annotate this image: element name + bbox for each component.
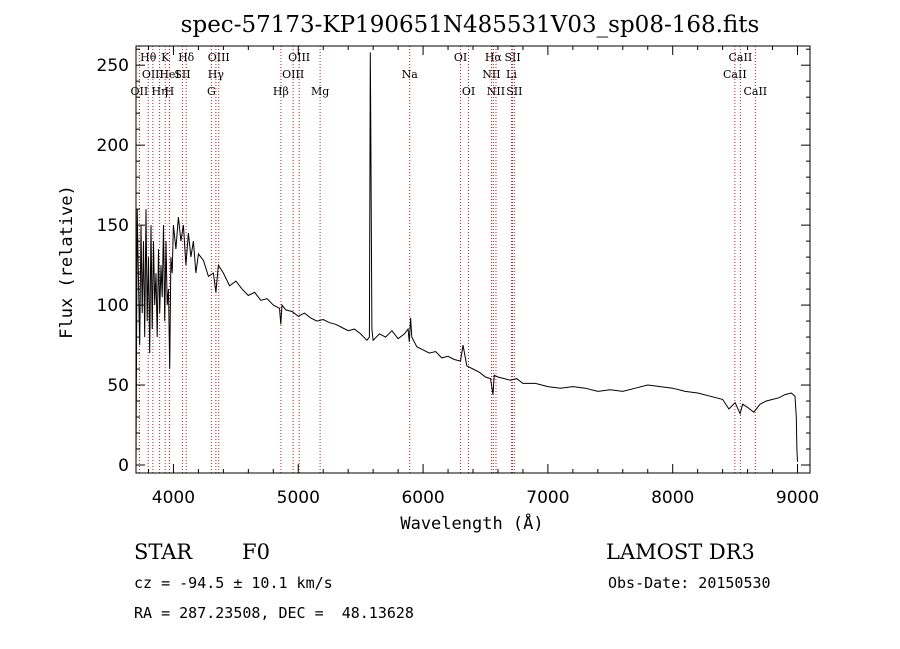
y-tick-label-250: 250 [97,56,129,76]
line-marker-label-20: SII [504,51,520,64]
object-class: STAR [134,540,193,564]
line-marker-label-22: Li [506,68,517,81]
line-marker-label-14: OIII [282,68,304,81]
y-tick-label-150: 150 [97,216,129,236]
line-marker-label-1: Hθ [140,51,157,64]
x-tick-label-6000: 6000 [401,488,444,508]
line-marker-label-25: CaII [729,51,753,64]
line-marker-label-11: G [207,85,216,98]
line-marker-label-27: CaII [743,85,767,98]
flux-series-line [135,52,798,462]
line-marker-label-5: HeI [159,68,179,81]
line-marker-label-21: NII [482,68,500,81]
x-tick-label-7000: 7000 [526,488,569,508]
x-tick-label-9000: 9000 [776,488,819,508]
y-tick-label-50: 50 [107,376,129,396]
coordinates: RA = 287.23508, DEC = 48.13628 [134,604,414,622]
line-marker-label-4: K [161,51,170,64]
line-marker-label-26: CaII [723,68,747,81]
line-marker-label-17: OI [454,51,467,64]
observation-date: Obs-Date: 20150530 [608,574,771,592]
line-marker-label-8: Hδ [178,51,195,64]
object-subclass: F0 [242,540,270,564]
redshift-value: cz = -94.5 ± 10.1 km/s [134,574,333,592]
line-marker-label-16: Na [402,68,419,81]
line-marker-label-0: OII [131,85,149,98]
y-tick-label-200: 200 [97,136,129,156]
line-marker-label-2: OIII [142,68,164,81]
line-marker-label-23: NII [487,85,505,98]
x-tick-label-4000: 4000 [152,488,195,508]
line-marker-label-15: Mg [311,85,329,98]
y-tick-label-100: 100 [97,296,129,316]
line-marker-label-10: Hγ [208,68,225,81]
emission-line-markers: OII Hθ OIII Hη K HeI H SII Hδ OIII Hγ G Hβ OIII OIII Mg… [131,46,767,473]
line-marker-label-3: Hη [151,85,167,98]
x-tick-label-5000: 5000 [277,488,320,508]
y-tick-label-0: 0 [118,456,129,476]
line-marker-label-18: OI [462,85,475,98]
line-marker-label-19: Hα [485,51,503,64]
line-marker-label-13: OIII [288,51,310,64]
x-tick-label-8000: 8000 [651,488,694,508]
line-marker-label-9: OIII [208,51,230,64]
line-marker-label-6: H [165,85,175,98]
x-axis-ticks: 4000 5000 6000 7000 8000 9000 [147,46,819,508]
x-axis-label: Wavelength (Å) [400,512,543,534]
y-axis-label: Flux (relative) [57,185,77,339]
chart-title: spec-57173-KP190651N485531V03_sp08-168.f… [181,12,760,38]
line-marker-label-12: Hβ [273,85,289,98]
y-axis-ticks: 0 50 100 150 200 250 [97,48,810,476]
line-marker-label-7: SII [174,68,190,81]
line-marker-label-24: SII [506,85,522,98]
survey-name: LAMOST DR3 [606,540,755,564]
plot-frame [135,45,811,474]
